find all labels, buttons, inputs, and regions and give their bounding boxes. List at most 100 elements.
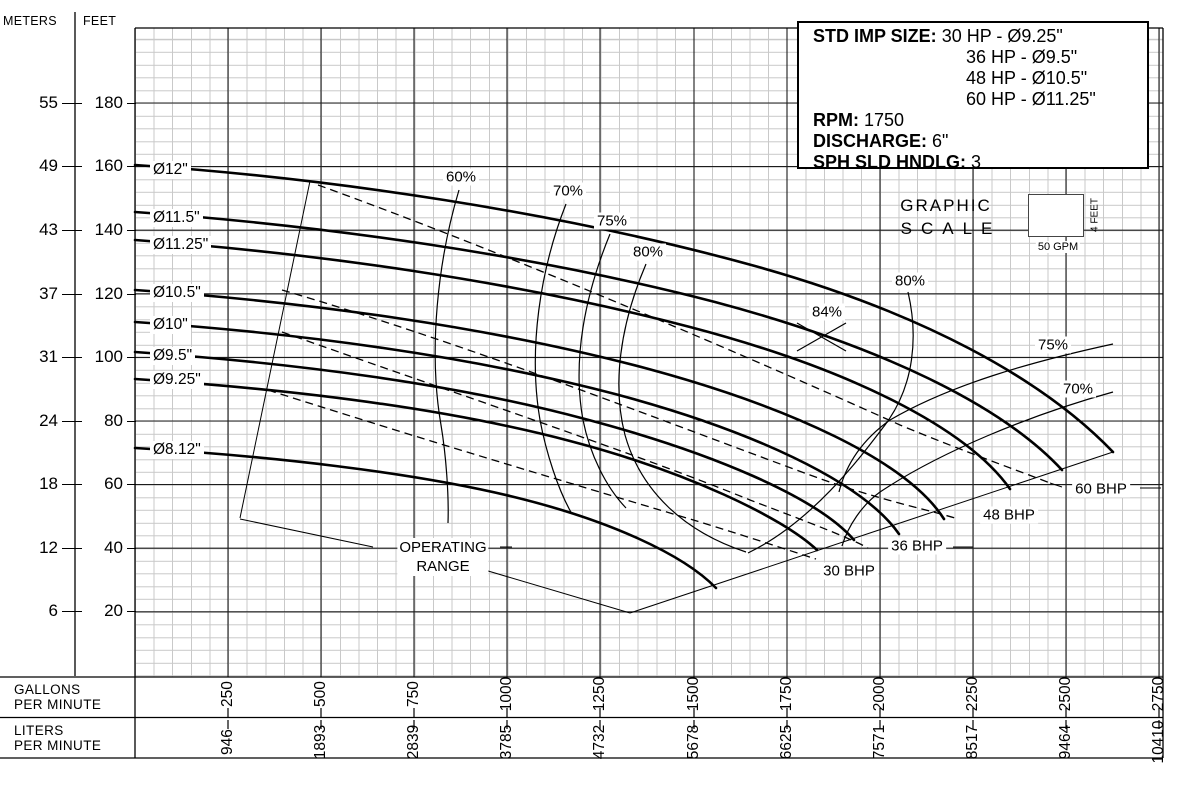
eff-80-curve-right [747, 291, 914, 554]
y-tick-feet: 120 [94, 284, 123, 303]
info-label: DISCHARGE: [813, 131, 928, 151]
x-tick-lpm: 946 [219, 729, 236, 755]
impeller-curve-12 [133, 163, 1115, 454]
tick-dash [62, 229, 82, 231]
x-tick-gpm: 500 [312, 681, 329, 707]
impeller-label-10-5: Ø10.5" [150, 284, 204, 302]
operating-range-leader-right [477, 567, 631, 614]
info-value: 30 HP - Ø9.25" [941, 26, 1063, 46]
x-tick-lpm: 3785 [498, 724, 515, 760]
eff-label-75-right: 75% [1034, 336, 1072, 354]
x-tick-gpm: 1000 [498, 676, 515, 712]
eff-60-curve [434, 189, 460, 524]
x-axis-gpm-label-line1: GALLONS [14, 682, 81, 697]
x-tick-gpm: 2750 [1150, 676, 1167, 712]
x-tick-gpm: 1500 [685, 676, 702, 712]
impeller-curve-11-25 [133, 238, 1012, 491]
y-tick-meters: 24 [39, 411, 58, 430]
x-tick-lpm: 4732 [591, 724, 608, 760]
x-tick-gpm: 2000 [871, 676, 888, 712]
tick-dash [127, 483, 136, 485]
bhp-48-line [281, 289, 959, 520]
y-tick-row: 18 60 [0, 474, 137, 494]
info-row-std-imp-size: STD IMP SIZE: 30 HP - Ø9.25" [813, 26, 1147, 47]
tick-dash [62, 547, 82, 549]
x-tick-dashes [227, 708, 1160, 729]
x-axis-gpm-label-line2: PER MINUTE [14, 697, 102, 712]
x-tick-lpm: 2839 [405, 724, 422, 760]
y-tick-meters: 6 [48, 601, 58, 620]
operating-range-label: OPERATING RANGE [397, 538, 489, 576]
bhp-60-line [317, 184, 1051, 484]
impeller-curves [133, 163, 1115, 590]
y-tick-meters: 12 [39, 538, 58, 557]
x-tick-gpm: 2500 [1057, 676, 1074, 712]
tick-dash [127, 547, 136, 549]
graphic-scale-title-line2: SCALE [900, 219, 1002, 238]
operating-range-lines [239, 180, 1161, 614]
info-row-sph: SPH SLD HNDLG: 3 [813, 152, 1147, 173]
info-row-size-2: 36 HP - Ø9.5" [813, 47, 1147, 68]
y-tick-meters: 43 [39, 220, 58, 239]
impeller-label-11-25: Ø11.25" [150, 236, 212, 254]
eff-75-curve-left [578, 233, 627, 509]
y-tick-meters: 49 [39, 156, 58, 175]
y-tick-row: 49 160 [0, 156, 137, 176]
y-tick-meters: 31 [39, 347, 58, 366]
y-tick-meters: 37 [39, 284, 58, 303]
impeller-label-8-12: Ø8.12" [150, 441, 204, 459]
eff-label-70-left: 70% [549, 182, 587, 200]
info-value: 36 HP - Ø9.5" [966, 47, 1078, 67]
y-axis-feet-header: FEET [83, 14, 117, 28]
x-axis-lpm-label-line1: LITERS [14, 723, 64, 738]
x-tick-lpm: 7571 [871, 724, 888, 760]
info-value: 60 HP - Ø11.25" [966, 89, 1096, 109]
tick-dash [62, 102, 82, 104]
impeller-curve-8-12 [133, 446, 718, 590]
info-value: 3 [971, 152, 982, 172]
y-tick-row: 43 140 [0, 220, 137, 240]
x-axis-lpm-label: LITERS PER MINUTE [14, 723, 101, 753]
y-tick-row: 55 180 [0, 93, 137, 113]
operating-range-label-line1: OPERATING [399, 539, 487, 556]
info-row-discharge: DISCHARGE: 6" [813, 131, 1147, 152]
impeller-curve-10-5 [133, 288, 946, 521]
impeller-curve-11-5 [133, 210, 1064, 472]
impeller-label-9-5: Ø9.5" [150, 347, 196, 365]
tick-dash [127, 229, 136, 231]
operating-range-right-boundary [629, 451, 1114, 614]
operating-range-label-line2: RANGE [416, 558, 470, 575]
y-tick-row: 24 80 [0, 411, 137, 431]
eff-label-80-right: 80% [891, 272, 929, 290]
x-axis-lpm-label-line2: PER MINUTE [14, 738, 102, 753]
tick-dash [62, 165, 82, 167]
x-tick-lpm: 10410 [1150, 720, 1167, 764]
x-tick-gpm: 750 [405, 681, 422, 707]
bhp-30-line [267, 389, 817, 560]
tick-dash [62, 483, 82, 485]
y-tick-feet: 160 [94, 156, 123, 175]
efficiency-curves [434, 189, 1114, 554]
y-tick-row: 12 40 [0, 538, 137, 558]
axis-lines [0, 12, 1164, 759]
info-row-size-3: 48 HP - Ø10.5" [813, 68, 1147, 89]
x-tick-lpm: 1893 [312, 724, 329, 760]
x-tick-gpm: 1250 [591, 676, 608, 712]
bhp-36-line [281, 331, 869, 549]
impeller-curve-9-5 [133, 350, 856, 542]
tick-dash [127, 293, 136, 295]
bhp-label-60: 60 BHP [1072, 480, 1130, 498]
x-axis-gpm-label: GALLONS PER MINUTE [14, 682, 101, 712]
operating-range-leader-left [239, 518, 374, 548]
x-tick-lpm: 6625 [778, 724, 795, 760]
tick-dash [127, 356, 136, 358]
eff-label-84: 84% [808, 303, 846, 321]
y-axis-meters-header: METERS [3, 14, 57, 28]
eff-label-60: 60% [442, 168, 480, 186]
impeller-label-9-25: Ø9.25" [150, 371, 204, 389]
impeller-curve-10 [133, 320, 901, 536]
eff-label-80-left: 80% [629, 243, 667, 261]
graphic-scale-gpm: 50 GPM [1035, 241, 1081, 253]
label-leader-dashes [500, 482, 1161, 548]
